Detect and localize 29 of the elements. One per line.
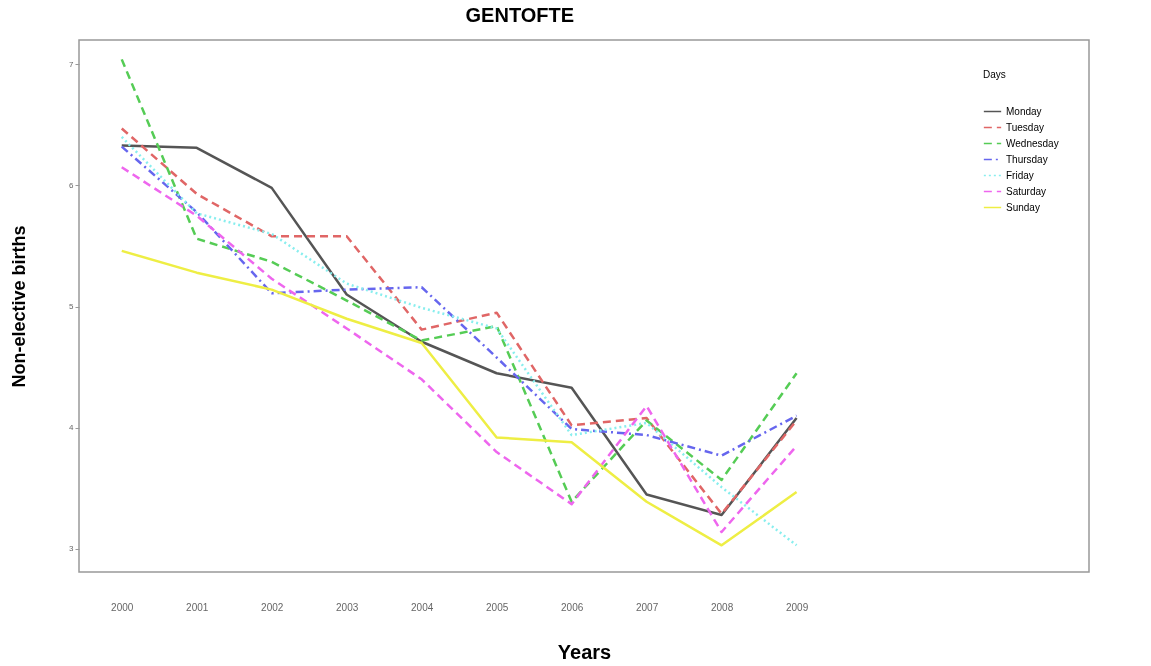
x-tick-label: 2005 xyxy=(486,601,509,613)
y-tick-label: 5 xyxy=(69,302,75,312)
line-series xyxy=(120,249,798,547)
y-tick-label: 7 xyxy=(69,59,75,69)
legend-label: Saturday xyxy=(1006,185,1047,197)
x-tick-label: 2004 xyxy=(411,601,434,613)
legend-label: Tuesday xyxy=(1006,121,1044,133)
x-tick-label: 2001 xyxy=(186,601,209,613)
legend-label: Friday xyxy=(1006,169,1034,181)
legend-label: Monday xyxy=(1006,105,1042,117)
legend-label: Sunday xyxy=(1006,201,1040,213)
y-axis-title: Non-elective births xyxy=(9,225,30,388)
y-tick-label: 3 xyxy=(69,544,75,554)
x-tick-label: 2009 xyxy=(785,601,809,613)
line-series xyxy=(120,145,798,457)
line-series xyxy=(120,58,798,503)
x-tick-label: 2007 xyxy=(635,601,659,613)
x-tick-label: 2006 xyxy=(561,601,584,613)
legend-label: Wednesday xyxy=(1006,137,1059,149)
x-tick-label: 2008 xyxy=(710,601,734,613)
x-axis-title: Years xyxy=(557,640,612,663)
y-tick-label: 4 xyxy=(69,423,75,433)
x-tick-label: 2000 xyxy=(111,601,134,613)
legend-label: Thursday xyxy=(1006,153,1048,165)
chart-title: GENTOFTE xyxy=(465,4,575,26)
x-tick-label: 2002 xyxy=(261,601,284,613)
legend-title: Days xyxy=(983,69,1006,80)
x-tick-label: 2003 xyxy=(336,601,359,613)
y-tick-label: 6 xyxy=(69,180,75,190)
